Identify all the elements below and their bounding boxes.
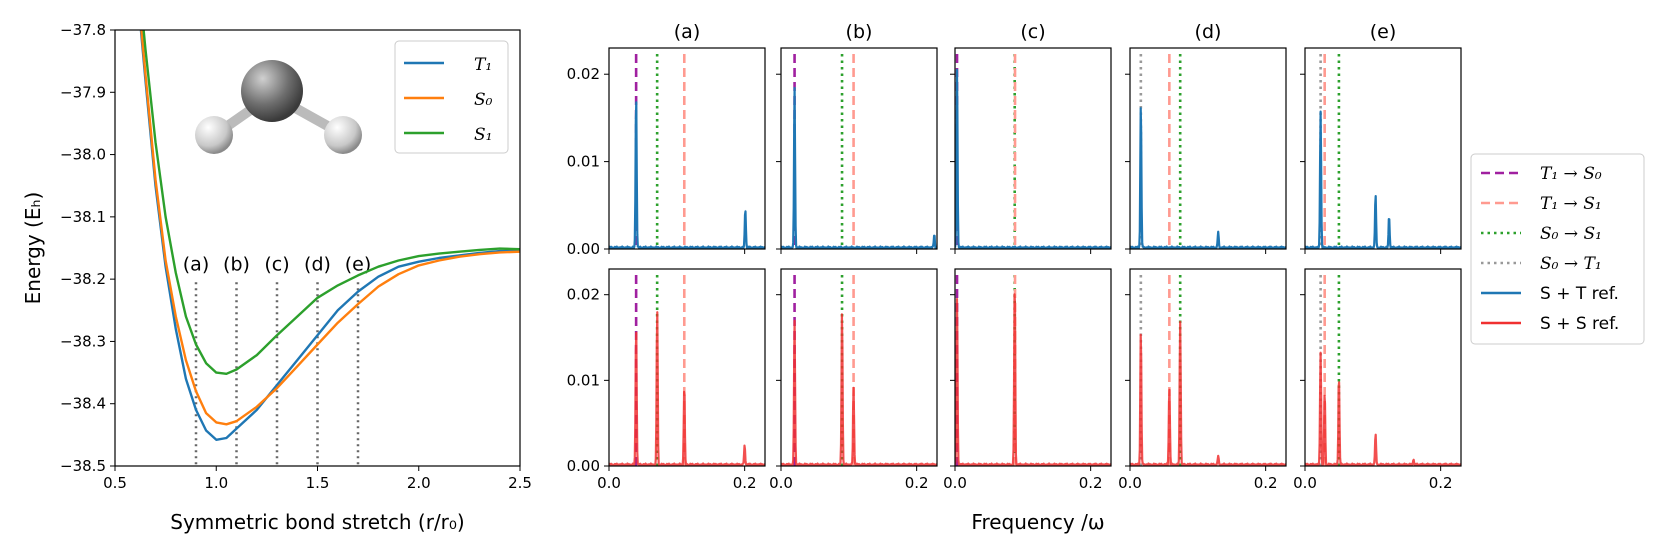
y-tick-label-7: −37.8: [60, 21, 106, 39]
hydrogen-atom-left: [195, 116, 233, 154]
legend-box: [394, 40, 509, 154]
y-tick-label-4: −38.1: [60, 208, 106, 226]
spectra-grid: (a) 0.00 0.01 0.02 0.00 0.01 0.02 0.0 0.2 (b) 0.0 0…: [567, 21, 1462, 534]
spectrum-line-4-0: [1305, 110, 1461, 249]
spec-xtick-label-0-1: 0.2: [733, 474, 757, 492]
spec-xtick-label-3-1: 0.2: [1254, 474, 1278, 492]
column-title-0: (a): [674, 21, 700, 43]
oxygen-atom: [241, 60, 303, 122]
spectrum-line-3-1: [1130, 320, 1286, 466]
y-tick-label-6: −37.9: [60, 83, 106, 101]
spectrum-panel-0-1: [609, 275, 765, 466]
spectrum-panel-3-0: [1130, 54, 1286, 249]
spec-legend-label-5: S + S ref.: [1540, 314, 1619, 334]
x-tick-label-1: 1.0: [204, 474, 228, 492]
y-tick-label-2: −38.3: [60, 332, 106, 350]
panel-frame-2-1: [954, 268, 1112, 467]
spectrum-line-0-1: [609, 311, 765, 466]
y-tick-label-1: −38.4: [60, 395, 106, 413]
spectrum-line-1-0: [781, 86, 937, 249]
spec-legend-label-0: T₁ → S₀: [1540, 164, 1602, 184]
spectrum-line-2-0: [955, 68, 1111, 249]
curves: [139, 30, 520, 441]
spec-ytick-label-1-2: 0.02: [567, 286, 600, 304]
spec-ytick-label-0-1: 0.01: [567, 153, 600, 171]
spectrum-line-3-0: [1130, 107, 1286, 249]
spec-xtick-label-0-0: 0.0: [597, 474, 621, 492]
spectra-x-axis-label: Frequency /ω: [971, 510, 1104, 534]
spec-ytick-label-1-0: 0.00: [567, 457, 600, 475]
spectrum-panel-4-1: [1305, 275, 1461, 466]
panel-frame-4-1: [1304, 268, 1462, 467]
marker-label-0: (a): [183, 253, 209, 275]
spec-legend-label-1: T₁ → S₁: [1540, 194, 1602, 214]
x-axis-label: Symmetric bond stretch (r/r₀): [170, 510, 464, 534]
spec-ytick-label-0-0: 0.00: [567, 240, 600, 258]
spectrum-line-4-1: [1305, 351, 1461, 466]
marker-label-3: (d): [304, 253, 331, 275]
series-line-1: [140, 30, 520, 426]
x-tick-label-4: 2.5: [508, 474, 532, 492]
legend-label-0: T₁: [474, 55, 492, 75]
legend-label-1: S₀: [474, 90, 493, 110]
y-tick-label-3: −38.2: [60, 270, 106, 288]
column-title-1: (b): [846, 21, 873, 43]
spec-xtick-label-4-1: 0.2: [1429, 474, 1453, 492]
legend-label-2: S₁: [474, 125, 492, 145]
spec-xtick-label-1-1: 0.2: [905, 474, 929, 492]
spectrum-panel-1-1: [781, 275, 937, 466]
panel-frame-0-0: [608, 47, 766, 250]
spectrum-panel-2-0: [955, 54, 1111, 249]
panel-frame-0-1: [608, 268, 766, 467]
spectra-legend: T₁ → S₀ T₁ → S₁ S₀ → S₁ S₀ → T₁ S + T ref. S …: [1470, 153, 1645, 345]
spectrum-panel-3-1: [1130, 275, 1286, 466]
column-title-2: (c): [1020, 21, 1045, 43]
marker-label-2: (c): [264, 253, 289, 275]
panel-frame-3-1: [1129, 268, 1287, 467]
x-tick-label-2: 1.5: [306, 474, 330, 492]
spec-ytick-label-1-1: 0.01: [567, 371, 600, 389]
spec-xtick-label-1-0: 0.0: [769, 474, 793, 492]
spectrum-panel-2-1: [955, 275, 1111, 466]
marker-label-4: (e): [345, 253, 372, 275]
series-line-0: [139, 30, 520, 441]
spectrum-panel-0-0: [609, 54, 765, 249]
spec-legend-label-2: S₀ → S₁: [1540, 224, 1602, 244]
panel-frame-1-0: [780, 47, 938, 250]
panel-frame-1-1: [780, 268, 938, 467]
hydrogen-atom-right: [324, 116, 362, 154]
spectrum-panel-4-0: [1305, 54, 1461, 249]
spectrum-panel-1-0: [781, 54, 937, 249]
spec-xtick-label-2-0: 0.0: [943, 474, 967, 492]
spec-xtick-label-3-0: 0.0: [1118, 474, 1142, 492]
water-molecule-illustration: [195, 60, 362, 154]
panel-frame-4-0: [1304, 47, 1462, 250]
energy-plot: (a) (b) (c) (d) (e) 0.5 1.0 1.5 2.0 2.5 −38.5 −38.4…: [21, 21, 532, 534]
column-title-3: (d): [1195, 21, 1222, 43]
spec-xtick-label-4-0: 0.0: [1293, 474, 1317, 492]
spec-xtick-label-2-1: 0.2: [1079, 474, 1103, 492]
spectrum-line-0-0: [609, 101, 765, 249]
x-tick-label-3: 2.0: [407, 474, 431, 492]
x-tick-label-0: 0.5: [103, 474, 127, 492]
spectrum-line-2-1: [955, 293, 1111, 466]
y-tick-label-0: −38.5: [60, 457, 106, 475]
y-axis-label: Energy (Eₕ): [21, 192, 45, 305]
series-line-2: [142, 30, 520, 375]
energy-legend: T₁ S₀ S₁: [394, 40, 509, 154]
column-title-4: (e): [1370, 21, 1397, 43]
spec-ytick-label-0-2: 0.02: [567, 65, 600, 83]
y-tick-label-5: −38.0: [60, 146, 106, 164]
panel-frame-2-0: [954, 47, 1112, 250]
spec-legend-label-3: S₀ → T₁: [1540, 254, 1602, 274]
spectrum-line-1-1: [781, 313, 937, 466]
panel-frame-3-0: [1129, 47, 1287, 250]
spec-legend-label-4: S + T ref.: [1540, 284, 1619, 304]
marker-label-1: (b): [223, 253, 250, 275]
spec-legend-box: [1470, 153, 1645, 345]
